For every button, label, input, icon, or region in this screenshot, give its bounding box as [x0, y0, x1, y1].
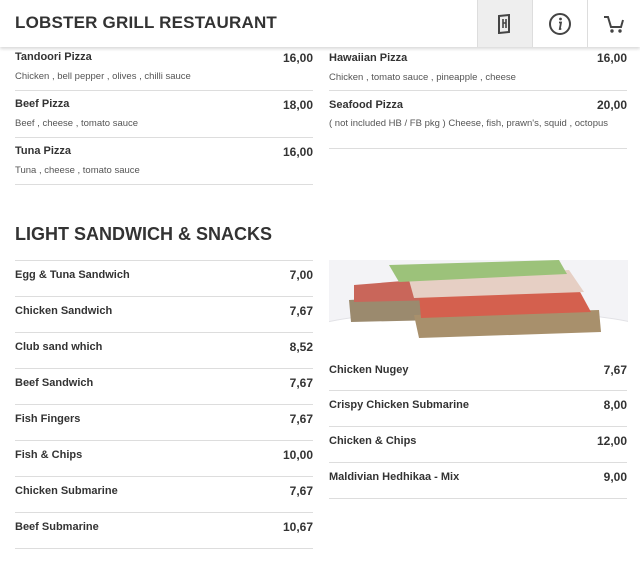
menu-item[interactable]: Beef Sandwich 7,67: [15, 369, 313, 405]
menu-item[interactable]: Hawaiian Pizza 16,00 Chicken , tomato sauc…: [329, 44, 627, 91]
item-price: 20,00: [596, 98, 627, 112]
sandwich-image: [329, 260, 628, 355]
item-description: Tuna , cheese , tomato sauce: [15, 165, 140, 176]
menu-item[interactable]: Egg & Tuna Sandwich 7,00: [15, 261, 313, 297]
item-price: 9,00: [603, 470, 627, 484]
item-name: Beef Submarine: [15, 521, 99, 533]
item-name: Tuna Pizza: [15, 145, 72, 157]
restaurant-title: LOBSTER GRILL RESTAURANT: [15, 13, 277, 32]
menu-button[interactable]: [477, 0, 532, 47]
item-name: Crispy Chicken Submarine: [329, 399, 469, 411]
item-name: Maldivian Hedhikaa - Mix: [329, 471, 460, 483]
item-description: ( not included HB / FB pkg ) Cheese, fis…: [329, 118, 609, 129]
info-icon: [549, 12, 571, 35]
menu-item[interactable]: Crispy Chicken Submarine 8,00: [329, 391, 627, 427]
item-price: 7,00: [289, 268, 313, 282]
snack-list-left: Egg & Tuna Sandwich 7,00 Chicken Sandwich…: [15, 260, 313, 549]
item-name: Beef Pizza: [15, 98, 70, 110]
item-name: Hawaiian Pizza: [329, 52, 408, 64]
menu-item[interactable]: Seafood Pizza 20,00 ( not included HB / FB…: [329, 91, 627, 149]
item-name: Chicken Submarine: [15, 485, 118, 497]
menu-item[interactable]: Maldivian Hedhikaa - Mix 9,00: [329, 463, 627, 499]
item-price: 12,00: [596, 434, 627, 448]
item-name: Chicken Sandwich: [15, 305, 113, 317]
item-price: 7,67: [289, 304, 313, 318]
menu-icon: [498, 13, 510, 34]
section-title: LIGHT SANDWICH & SNACKS: [15, 224, 272, 244]
item-price: 7,67: [289, 412, 313, 426]
item-price: 7,67: [289, 484, 313, 498]
menu-item[interactable]: Chicken & Chips 12,00: [329, 427, 627, 463]
item-name: Seafood Pizza: [329, 99, 403, 111]
item-price: 8,52: [289, 340, 313, 354]
menu-item[interactable]: Tandoori Pizza 16,00 Chicken , bell pepper…: [15, 44, 313, 91]
info-button[interactable]: [532, 0, 587, 47]
item-description: Chicken , tomato sauce , pineapple , che…: [329, 72, 516, 83]
pizza-list-left: Tandoori Pizza 16,00 Chicken , bell pepper…: [15, 44, 313, 185]
menu-item[interactable]: Club sand which 8,52: [15, 333, 313, 369]
item-price: 8,00: [603, 398, 627, 412]
item-price: 18,00: [282, 98, 313, 112]
item-description: Beef , cheese , tomato sauce: [15, 118, 139, 129]
item-name: Chicken & Chips: [329, 435, 417, 447]
menu-item[interactable]: Chicken Sandwich 7,67: [15, 297, 313, 333]
snack-list-right: Chicken Nugey 7,67 Crispy Chicken Submari…: [329, 355, 627, 499]
item-price: 7,67: [603, 363, 627, 377]
menu-item[interactable]: Tuna Pizza 16,00 Tuna , cheese , tomato sa…: [15, 138, 313, 185]
item-name: Tandoori Pizza: [15, 51, 92, 63]
item-name: Beef Sandwich: [15, 377, 94, 389]
menu-item[interactable]: Chicken Submarine 7,67: [15, 477, 313, 513]
item-price: 16,00: [282, 145, 313, 159]
item-price: 16,00: [282, 51, 313, 65]
item-name: Chicken Nugey: [329, 364, 409, 376]
cart-icon: [604, 15, 624, 33]
item-name: Club sand which: [15, 341, 103, 353]
header: LOBSTER GRILL RESTAURANT: [0, 0, 640, 47]
menu-item[interactable]: Chicken Nugey 7,67: [329, 355, 627, 391]
item-description: Chicken , bell pepper , olives , chilli …: [15, 71, 191, 82]
item-name: Fish Fingers: [15, 413, 81, 425]
pizza-list-right: Hawaiian Pizza 16,00 Chicken , tomato sauc…: [329, 44, 627, 149]
cart-button[interactable]: [587, 0, 640, 47]
menu-item[interactable]: Fish Fingers 7,67: [15, 405, 313, 441]
item-price: 10,67: [282, 520, 313, 534]
menu-item[interactable]: Fish & Chips 10,00: [15, 441, 313, 477]
item-price: 10,00: [282, 448, 313, 462]
menu-item[interactable]: Beef Pizza 18,00 Beef , cheese , tomato sa…: [15, 91, 313, 138]
item-price: 7,67: [289, 376, 313, 390]
item-name: Egg & Tuna Sandwich: [15, 269, 130, 281]
item-price: 16,00: [596, 51, 627, 65]
menu-item[interactable]: Beef Submarine 10,67: [15, 513, 313, 549]
item-name: Fish & Chips: [15, 449, 83, 461]
